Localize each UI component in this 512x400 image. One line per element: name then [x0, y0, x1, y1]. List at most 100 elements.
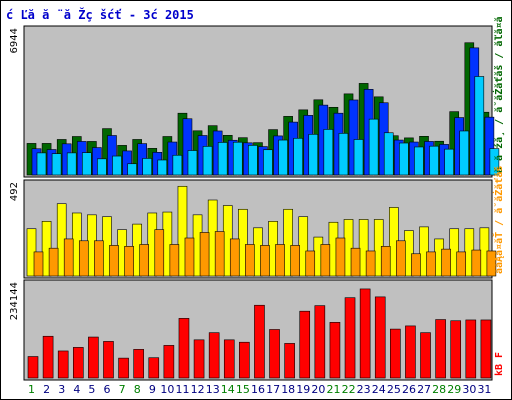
- bar-files-s1-day-2: [48, 247, 59, 277]
- bar-files-s1-day-6: [109, 245, 119, 277]
- bar-kbytes-s0-day-23: [359, 288, 371, 379]
- xtick-5: 5: [88, 383, 95, 396]
- xtick-23: 23: [357, 383, 371, 396]
- bar-files-s0-day-11: [177, 185, 188, 277]
- bar-kbytes-s0-day-31: [480, 319, 492, 379]
- bar-pages-s2-day-30: [474, 76, 485, 176]
- bar-pages-s2-day-7: [127, 163, 137, 176]
- bar-kbytes-s0-day-12: [193, 339, 205, 379]
- bar-kbytes-s0-day-20: [314, 305, 326, 379]
- bar-files-s1-day-20: [320, 244, 331, 277]
- xtick-22: 22: [342, 383, 356, 396]
- bar-pages-s2-day-1: [36, 152, 47, 176]
- xtick-9: 9: [149, 383, 156, 396]
- bar-files-s1-day-31: [486, 250, 497, 277]
- xtick-29: 29: [447, 383, 461, 396]
- bar-files-s1-day-12: [199, 232, 210, 277]
- bar-kbytes-s0-day-28: [435, 319, 446, 379]
- bar-files-s1-day-11: [184, 237, 195, 277]
- bar-kbytes-s0-day-2: [42, 335, 54, 379]
- bar-pages-s2-day-9: [157, 159, 168, 176]
- bar-kbytes-s0-day-24: [374, 296, 386, 379]
- bar-kbytes-s0-day-4: [72, 347, 84, 379]
- bar-files-s1-day-26: [411, 253, 421, 277]
- xtick-17: 17: [266, 383, 280, 396]
- bar-kbytes-s0-day-1: [27, 356, 39, 379]
- xtick-20: 20: [311, 383, 325, 396]
- bar-pages-s2-day-10: [172, 154, 183, 176]
- bar-pages-s2-day-12: [202, 146, 213, 176]
- xtick-15: 15: [236, 383, 250, 396]
- bar-kbytes-s0-day-21: [329, 322, 341, 379]
- bar-files-s1-day-17: [275, 244, 285, 277]
- bar-files-s1-day-28: [441, 248, 451, 277]
- xtick-13: 13: [206, 383, 220, 396]
- bar-pages-s2-day-20: [323, 129, 334, 176]
- bar-pages-s2-day-27: [429, 145, 439, 176]
- xtick-3: 3: [58, 383, 65, 396]
- xtick-28: 28: [432, 383, 446, 396]
- bars-layer: [26, 42, 500, 379]
- bar-files-s0-day-23: [358, 219, 369, 277]
- bar-files-s1-day-16: [260, 245, 270, 277]
- bar-pages-s1-day-6: [107, 135, 117, 176]
- bar-kbytes-s0-day-9: [148, 357, 160, 379]
- bar-kbytes-s0-day-19: [299, 310, 311, 379]
- bar-files-s1-day-10: [169, 244, 180, 277]
- bar-kbytes-s0-day-5: [88, 336, 99, 379]
- bar-kbytes-s0-day-7: [118, 357, 129, 379]
- xtick-14: 14: [221, 383, 235, 396]
- bar-pages-s1-day-7: [122, 150, 132, 176]
- bar-pages-s2-day-14: [232, 141, 243, 176]
- bar-files-s1-day-3: [63, 238, 74, 277]
- bar-pages-s2-day-5: [97, 158, 107, 176]
- bar-files-s1-day-15: [245, 244, 255, 277]
- xtick-27: 27: [417, 383, 431, 396]
- ytick-kbytes-max: 234144: [9, 282, 20, 320]
- bar-pages-s1-day-11: [182, 118, 193, 176]
- bar-files-s1-day-18: [290, 245, 300, 277]
- bar-pages-s2-day-22: [353, 139, 364, 176]
- xtick-4: 4: [73, 383, 80, 396]
- bar-pages-s2-day-2: [51, 153, 62, 176]
- x-tick-labels: 1 2 3 4 5 6 7 8 9 10 11 12 13 14 15 16 17 18 19 20 21 22 23 24 2…: [28, 383, 491, 396]
- bar-pages-s2-day-29: [459, 130, 470, 176]
- bar-pages-s2-day-6: [112, 155, 122, 176]
- xtick-7: 7: [119, 383, 126, 396]
- bar-pages-s1-day-22: [348, 99, 359, 176]
- bar-kbytes-s0-day-16: [254, 304, 265, 379]
- bar-pages-s2-day-23: [368, 118, 379, 176]
- xtick-21: 21: [326, 383, 340, 396]
- bar-pages-s2-day-18: [293, 137, 303, 176]
- xtick-8: 8: [134, 383, 141, 396]
- bar-files-s1-day-1: [33, 251, 44, 277]
- xtick-6: 6: [104, 383, 111, 396]
- bar-files-s1-day-8: [139, 244, 149, 277]
- bar-files-s1-day-22: [350, 247, 361, 277]
- bar-pages-s2-day-4: [81, 152, 92, 176]
- bar-files-s1-day-21: [335, 237, 346, 277]
- side-label-files: ăăĄă¤ăŤ / ă˘ăŻăťăš: [491, 166, 505, 274]
- bar-files-s1-day-9: [154, 229, 165, 277]
- bar-kbytes-s0-day-3: [57, 350, 69, 379]
- bar-files-s1-day-7: [124, 246, 134, 277]
- side-label-kbytes: kB F: [494, 352, 505, 376]
- bar-kbytes-s0-day-25: [390, 328, 401, 379]
- xtick-2: 2: [43, 383, 50, 396]
- bar-pages-s2-day-11: [187, 150, 198, 176]
- bar-kbytes-s0-day-13: [208, 332, 220, 379]
- bar-kbytes-s0-day-8: [133, 349, 144, 379]
- bar-kbytes-s0-day-15: [239, 341, 250, 379]
- bar-pages-s2-day-26: [414, 146, 424, 176]
- bar-pages-s2-day-3: [66, 152, 77, 176]
- bar-pages-s2-day-8: [142, 158, 152, 176]
- bar-pages-s2-day-25: [399, 142, 409, 176]
- xtick-12: 12: [191, 383, 205, 396]
- bar-files-s1-day-14: [229, 238, 240, 277]
- bar-files-s1-day-25: [396, 240, 406, 277]
- bar-files-s1-day-4: [78, 240, 89, 277]
- bar-files-s1-day-13: [214, 231, 225, 277]
- xtick-24: 24: [372, 383, 386, 396]
